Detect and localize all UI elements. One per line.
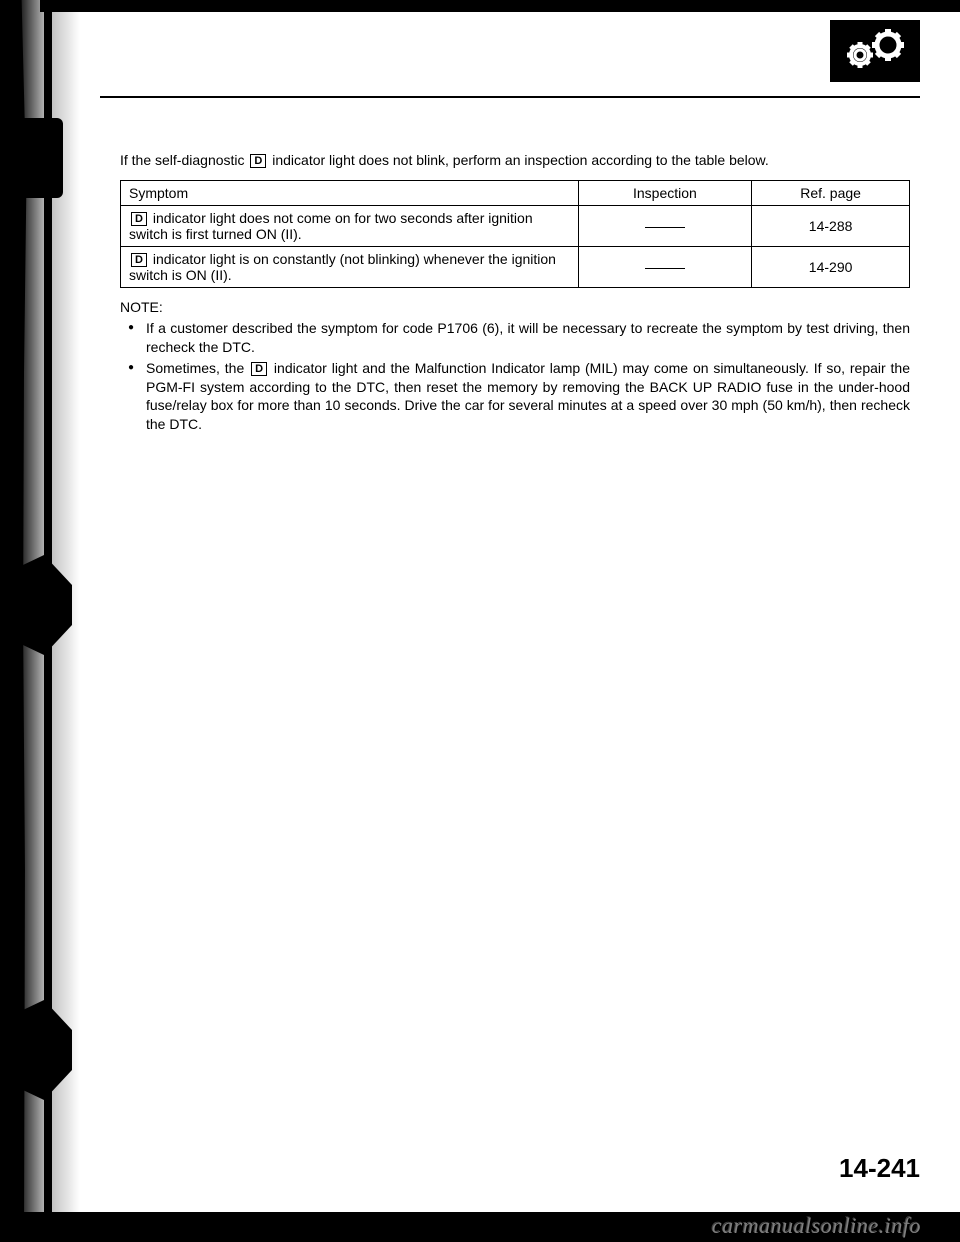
header-symptom: Symptom bbox=[121, 181, 579, 206]
symptom-table: Symptom Inspection Ref. page D indicator… bbox=[120, 180, 910, 288]
cell-ref: 14-290 bbox=[752, 247, 910, 288]
header-inspection: Inspection bbox=[578, 181, 752, 206]
symptom-text: indicator light does not come on for two… bbox=[129, 210, 533, 242]
binder-tab-icon bbox=[8, 118, 63, 198]
d-indicator-icon: D bbox=[251, 362, 267, 376]
note-text: If a customer described the symptom for … bbox=[146, 320, 910, 355]
list-item: Sometimes, the D indicator light and the… bbox=[134, 359, 910, 435]
cell-inspection bbox=[578, 206, 752, 247]
page-content: If the self-diagnostic D indicator light… bbox=[110, 20, 920, 1202]
note-prefix: Sometimes, the bbox=[146, 360, 249, 376]
cell-inspection bbox=[578, 247, 752, 288]
d-indicator-icon: D bbox=[131, 212, 147, 226]
table-row: D indicator light does not come on for t… bbox=[121, 206, 910, 247]
intro-prefix: If the self-diagnostic bbox=[120, 152, 248, 168]
dash-icon bbox=[645, 227, 685, 228]
notes-block: NOTE: If a customer described the sympto… bbox=[120, 298, 910, 434]
d-indicator-icon: D bbox=[131, 253, 147, 267]
list-item: If a customer described the symptom for … bbox=[134, 319, 910, 357]
notes-header: NOTE: bbox=[120, 298, 910, 317]
intro-suffix: indicator light does not blink, perform … bbox=[268, 152, 768, 168]
horizontal-rule bbox=[100, 96, 920, 98]
d-indicator-icon: D bbox=[250, 154, 266, 168]
page-number: 14-241 bbox=[839, 1153, 920, 1184]
header-ref: Ref. page bbox=[752, 181, 910, 206]
table-header-row: Symptom Inspection Ref. page bbox=[121, 181, 910, 206]
cell-symptom: D indicator light does not come on for t… bbox=[121, 206, 579, 247]
cell-symptom: D indicator light is on constantly (not … bbox=[121, 247, 579, 288]
intro-text: If the self-diagnostic D indicator light… bbox=[120, 152, 910, 168]
gears-icon bbox=[830, 20, 920, 82]
watermark: carmanualsonline.info bbox=[711, 1212, 920, 1238]
cell-ref: 14-288 bbox=[752, 206, 910, 247]
table-row: D indicator light is on constantly (not … bbox=[121, 247, 910, 288]
dash-icon bbox=[645, 268, 685, 269]
notes-list: If a customer described the symptom for … bbox=[120, 319, 910, 434]
page-edge-top bbox=[40, 0, 960, 12]
symptom-text: indicator light is on constantly (not bl… bbox=[129, 251, 556, 283]
